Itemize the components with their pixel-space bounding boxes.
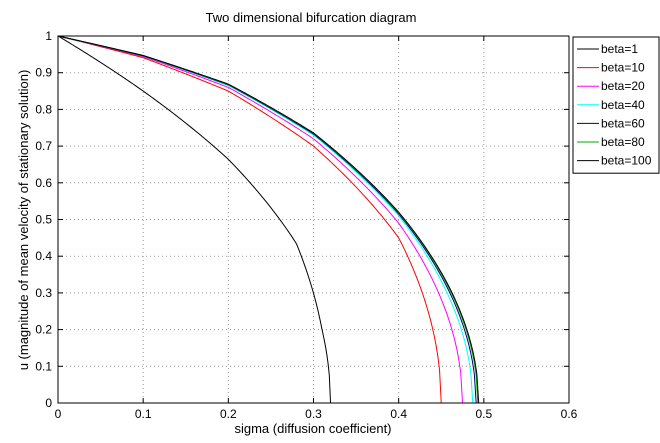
chart-title: Two dimensional bifurcation diagram xyxy=(206,10,417,25)
plot-frame xyxy=(57,35,570,404)
y-tick-label: 0.7 xyxy=(35,139,52,153)
y-tick-label: 0.6 xyxy=(35,176,52,190)
x-tick-label: 0.3 xyxy=(305,407,322,421)
x-tick-label: 0 xyxy=(55,407,62,421)
x-axis-label: sigma (diffusion coefficient) xyxy=(234,421,391,436)
legend-label: beta=40 xyxy=(601,98,645,112)
legend-label: beta=100 xyxy=(601,154,652,168)
axis-ticks: 0 0.1 0.2 0.3 0.4 0.5 0.6 0 0.1 0.2 0.3 0.4 0.5 0.6 0.… xyxy=(35,29,577,421)
y-axis-label: u (magnitude of mean velocity of station… xyxy=(16,70,31,371)
x-tick-label: 0.6 xyxy=(561,407,578,421)
legend-label: beta=60 xyxy=(601,116,645,130)
legend-label: beta=20 xyxy=(601,79,645,93)
y-tick-label: 0.4 xyxy=(35,249,52,263)
legend-label: beta=1 xyxy=(601,42,638,56)
series-line-beta-1 xyxy=(57,35,332,404)
y-tick-label: 0.5 xyxy=(35,213,52,227)
x-tick-label: 0.5 xyxy=(475,407,492,421)
series-lines xyxy=(57,35,480,404)
x-tick-label: 0.1 xyxy=(135,407,152,421)
series-line-beta-20 xyxy=(57,35,464,404)
y-tick-label: 0 xyxy=(45,396,52,410)
legend: beta=1 beta=10 beta=20 beta=40 beta=60 beta=8… xyxy=(572,36,660,174)
y-tick-label: 1 xyxy=(45,29,52,43)
legend-label: beta=10 xyxy=(601,61,645,75)
x-tick-label: 0.2 xyxy=(220,407,237,421)
y-tick-label: 0.9 xyxy=(35,66,52,80)
y-tick-label: 0.8 xyxy=(35,102,52,116)
y-tick-label: 0.1 xyxy=(35,359,52,373)
x-tick-label: 0.4 xyxy=(390,407,407,421)
legend-label: beta=80 xyxy=(601,135,645,149)
series-line-beta-10 xyxy=(57,35,442,404)
series-line-beta-100 xyxy=(57,35,480,404)
y-tick-label: 0.2 xyxy=(35,323,52,337)
y-tick-label: 0.3 xyxy=(35,286,52,300)
